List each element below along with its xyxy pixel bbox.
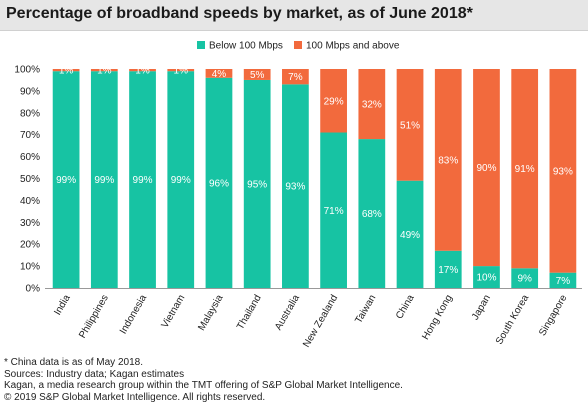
bar-segment [282, 84, 309, 288]
bar-segment [167, 69, 195, 72]
data-label: 1% [97, 66, 112, 77]
bar-segment [434, 250, 462, 288]
bar-segment [129, 69, 156, 72]
x-tick-label: Thailand [235, 293, 264, 332]
data-label: 49% [400, 230, 420, 241]
bar-segment [396, 69, 424, 181]
bar-segment [243, 69, 271, 80]
data-label: 95% [247, 179, 267, 190]
footnote-china: * China data is as of May 2018. [4, 357, 143, 368]
y-tick-label: 80% [20, 108, 40, 119]
bar-segment [282, 69, 309, 85]
bar-segment [167, 71, 195, 288]
data-label: 93% [285, 182, 305, 193]
bar-segment [320, 69, 347, 133]
data-label: 99% [171, 175, 191, 186]
bar-segment [396, 180, 424, 288]
bar-segment [434, 69, 462, 251]
x-tick-label: Philippines [77, 293, 111, 340]
x-tick-label: Vietnam [160, 293, 188, 330]
bar-segment [129, 71, 156, 288]
footnotes: * China data is as of May 2018. Sources:… [4, 357, 584, 403]
bar-segment [320, 132, 347, 288]
data-label: 51% [400, 120, 420, 131]
y-tick-label: 10% [20, 262, 40, 273]
x-tick-label: Hong Kong [420, 293, 455, 342]
x-tick-label: Taiwan [353, 293, 378, 325]
data-label: 10% [476, 273, 496, 284]
bar-segment [205, 77, 233, 288]
bar-segment [90, 71, 118, 288]
data-label: 99% [133, 175, 153, 186]
y-tick-label: 40% [20, 196, 40, 207]
data-label: 68% [362, 209, 382, 220]
x-tick-label: Malaysia [196, 293, 225, 333]
data-label: 1% [174, 66, 189, 77]
y-tick-label: 20% [20, 240, 40, 251]
bar-segment [511, 268, 539, 288]
x-tick-label: Singapore [537, 293, 570, 338]
data-label: 99% [94, 175, 114, 186]
legend-swatch-1 [294, 41, 302, 49]
data-label: 83% [438, 155, 458, 166]
x-tick-label: India [52, 293, 73, 318]
bar-segment [90, 69, 118, 72]
data-label: 71% [324, 206, 344, 217]
bar-segment [511, 69, 539, 269]
x-tick-label: South Korea [494, 293, 532, 347]
data-label: 5% [250, 70, 265, 81]
data-label: 90% [476, 163, 496, 174]
footnote-kagan: Kagan, a media research group within the… [4, 380, 403, 391]
data-label: 99% [56, 175, 76, 186]
y-tick-label: 60% [20, 152, 40, 163]
bar-segment [52, 71, 80, 288]
legend-label-0: Below 100 Mbps [209, 41, 283, 52]
data-label: 91% [515, 164, 535, 175]
bar-segment [473, 266, 500, 288]
bar-segment [473, 69, 500, 267]
y-tick-label: 0% [26, 284, 41, 295]
y-tick-label: 90% [20, 86, 40, 97]
x-tick-label: Indonesia [118, 293, 149, 336]
footnote-copyright: © 2019 S&P Global Market Intelligence. A… [4, 391, 266, 403]
bar-segment [358, 139, 386, 288]
bar-segment [52, 69, 80, 72]
legend-label-1: 100 Mbps and above [306, 41, 400, 52]
data-label: 7% [556, 276, 571, 287]
y-tick-label: 50% [20, 174, 40, 185]
data-label: 93% [553, 166, 573, 177]
bar-segment [243, 79, 271, 288]
data-label: 32% [362, 100, 382, 111]
data-label: 17% [438, 265, 458, 276]
legend-swatch-0 [197, 41, 205, 49]
data-label: 96% [209, 178, 229, 189]
bar-segment [358, 69, 386, 140]
chart-title: Percentage of broadband speeds by market… [6, 5, 473, 22]
y-tick-label: 100% [14, 65, 40, 76]
footnote-sources: Sources: Industry data; Kagan estimates [4, 368, 185, 380]
y-tick-label: 30% [20, 218, 40, 229]
stacked-bar-chart: Below 100 Mbps 100 Mbps and above 0% 10% 20%… [14, 41, 582, 350]
bar-segment [549, 69, 577, 273]
data-label: 4% [212, 69, 227, 80]
data-label: 1% [135, 66, 150, 77]
bar-segment [205, 69, 233, 78]
y-tick-label: 70% [20, 130, 40, 141]
x-tick-label: Japan [470, 293, 493, 322]
data-label: 7% [288, 72, 303, 83]
data-label: 1% [59, 66, 74, 77]
data-label: 29% [324, 96, 344, 107]
title-bar: Percentage of broadband speeds by market… [0, 0, 588, 31]
data-label: 9% [517, 274, 532, 285]
bar-segment [549, 272, 577, 288]
x-tick-label: China [394, 293, 417, 322]
x-tick-label: Australia [273, 293, 302, 333]
x-tick-label: New Zealand [301, 293, 340, 350]
